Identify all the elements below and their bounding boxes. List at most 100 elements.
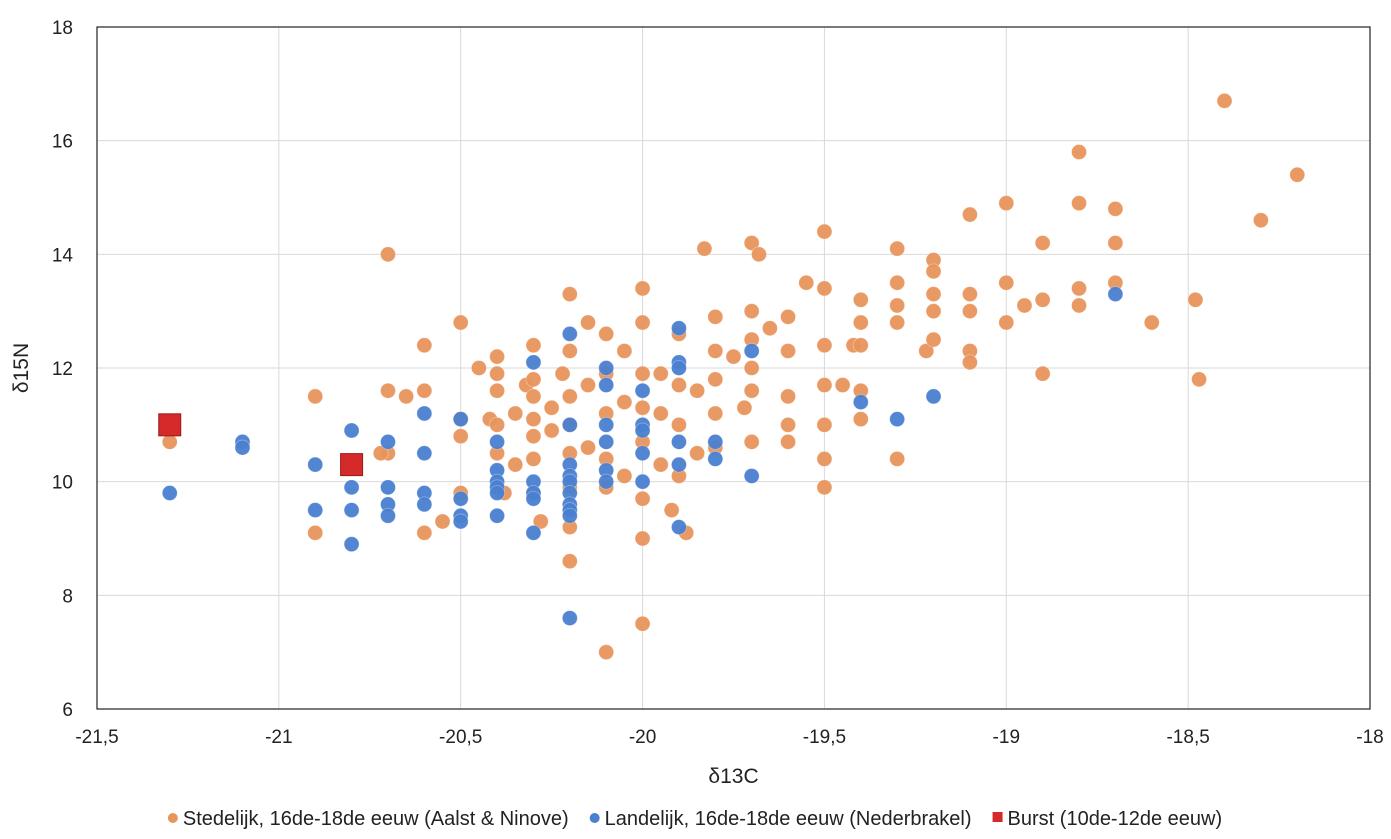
- data-point: [489, 365, 505, 382]
- data-point: [707, 405, 724, 422]
- data-point: [525, 428, 542, 445]
- data-point: [834, 377, 851, 393]
- data-point: [561, 507, 578, 524]
- data-point: [489, 485, 505, 501]
- data-point: [416, 496, 433, 513]
- data-point: [470, 360, 487, 376]
- data-point: [489, 382, 505, 399]
- data-point: [489, 348, 505, 365]
- data-point: [307, 456, 324, 473]
- data-point: [816, 479, 833, 496]
- data-point: [743, 343, 760, 359]
- data-point: [671, 360, 687, 376]
- data-point: [816, 377, 833, 393]
- data-point: [616, 468, 633, 484]
- grid-lines: [96, 26, 1371, 710]
- x-axis-tick-labels: -21,5 -21 -20,5 -20 -19,5 -19 -18,5 -18: [75, 727, 1383, 748]
- data-point: [307, 388, 324, 405]
- data-point: [307, 524, 324, 541]
- data-point-square: [158, 413, 182, 437]
- y-axis-tick-labels: 6 8 10 12 14 16 18: [52, 18, 74, 721]
- y-axis-title: δ15N: [10, 343, 33, 393]
- data-point: [998, 314, 1015, 331]
- data-point: [1107, 200, 1124, 217]
- data-point: [816, 337, 833, 354]
- data-point: [707, 451, 724, 467]
- data-point: [852, 291, 869, 308]
- data-point: [962, 206, 978, 223]
- data-point: [707, 308, 724, 325]
- data-point: [598, 360, 615, 376]
- data-point: [634, 530, 651, 547]
- data-point: [852, 411, 869, 428]
- data-point: [998, 195, 1015, 212]
- data-point: [707, 433, 724, 450]
- data-point: [634, 382, 651, 399]
- data-point: [234, 439, 251, 456]
- data-point: [925, 286, 942, 303]
- data-point: [889, 240, 906, 257]
- data-point: [1191, 371, 1207, 388]
- data-point: [1107, 235, 1124, 251]
- data-point: [343, 422, 360, 439]
- data-point: [416, 524, 433, 541]
- data-point: [525, 451, 542, 467]
- data-point: [671, 416, 687, 433]
- data-point: [816, 223, 833, 240]
- data-point: [452, 314, 469, 331]
- data-point: [452, 428, 469, 445]
- data-point: [380, 246, 396, 263]
- data-point: [780, 416, 796, 433]
- data-point: [372, 445, 389, 462]
- y-tick-label: 10: [52, 473, 73, 494]
- data-point: [962, 354, 978, 371]
- data-point: [416, 337, 433, 354]
- data-point: [598, 644, 615, 661]
- data-point: [580, 439, 596, 456]
- data-point: [671, 320, 687, 337]
- data-point: [634, 365, 651, 382]
- data-point: [416, 445, 433, 462]
- data-point: [1216, 92, 1233, 109]
- legend-item-1: Stedelijk, 16de-18de eeuw (Aalst & Ninov…: [167, 808, 569, 830]
- data-point: [634, 445, 651, 462]
- data-point: [780, 308, 796, 325]
- data-point: [889, 451, 906, 467]
- x-tick-label: -18,5: [1166, 727, 1209, 748]
- data-point: [343, 502, 360, 518]
- y-tick-label: 6: [62, 700, 73, 721]
- data-point: [561, 388, 578, 405]
- data-point: [1071, 195, 1087, 212]
- data-point: [889, 411, 906, 428]
- data-point: [598, 325, 615, 342]
- data-point: [543, 422, 560, 439]
- data-point: [561, 416, 578, 433]
- data-point-square: [340, 453, 364, 477]
- series-1: [161, 92, 1306, 661]
- data-point: [671, 456, 687, 473]
- data-point: [634, 314, 651, 331]
- data-point: [852, 337, 869, 354]
- data-point: [525, 524, 542, 541]
- data-point: [1071, 280, 1087, 297]
- data-point: [598, 473, 615, 490]
- x-tick-label: -19: [993, 727, 1020, 748]
- data-point: [743, 235, 760, 251]
- data-point: [525, 371, 542, 388]
- data-point: [1187, 291, 1204, 308]
- y-tick-label: 16: [52, 132, 73, 153]
- data-point: [161, 485, 178, 501]
- data-point: [1034, 235, 1051, 251]
- legend-marker: [167, 813, 178, 823]
- data-point: [816, 280, 833, 297]
- data-points: [158, 92, 1306, 661]
- data-point: [634, 422, 651, 439]
- data-point: [671, 433, 687, 450]
- data-point: [663, 502, 680, 518]
- data-point: [962, 303, 978, 320]
- data-point: [507, 405, 524, 422]
- x-tick-label: -20: [629, 727, 656, 748]
- data-point: [780, 433, 796, 450]
- data-point: [580, 377, 596, 393]
